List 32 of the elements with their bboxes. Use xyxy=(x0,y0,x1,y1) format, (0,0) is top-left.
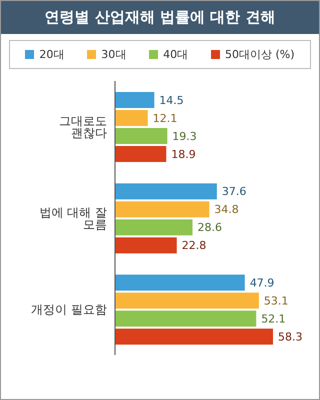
data-label: 22.8 xyxy=(182,239,206,252)
data-label: 12.1 xyxy=(152,112,178,125)
y-tick-label: 개정이 필요함 xyxy=(31,302,107,317)
legend-label: 30대 xyxy=(100,47,126,62)
legend-label: 20대 xyxy=(38,47,64,62)
data-label: 52.1 xyxy=(261,312,286,326)
data-label: 53.1 xyxy=(264,294,288,308)
y-tick-label: 그대로도 괜찮다 xyxy=(59,114,107,140)
data-label: 28.6 xyxy=(198,221,222,234)
bar xyxy=(115,146,166,162)
chart-title: 연령별 산업재해 법률에 대한 견해 xyxy=(1,1,319,34)
data-label: 37.6 xyxy=(222,185,246,198)
data-label: 18.9 xyxy=(171,148,196,161)
bar xyxy=(115,219,193,236)
data-label: 58.3 xyxy=(278,330,302,344)
bar xyxy=(115,237,177,254)
bar xyxy=(115,92,154,108)
data-label: 47.9 xyxy=(250,276,274,290)
y-tick-label: 법에 대해 잘 모름 xyxy=(39,205,107,232)
data-label: 14.5 xyxy=(159,94,184,107)
data-label: 34.8 xyxy=(214,203,239,216)
legend-label: 50대이상 (%) xyxy=(224,47,295,62)
bar xyxy=(115,274,245,291)
bar xyxy=(115,110,148,126)
data-label: 19.3 xyxy=(172,130,197,143)
bar xyxy=(115,310,256,327)
bar xyxy=(115,201,210,218)
bar xyxy=(115,328,273,345)
bar xyxy=(115,128,168,144)
bar xyxy=(115,183,217,200)
legend-label: 40대 xyxy=(162,47,188,62)
bar xyxy=(115,292,259,309)
